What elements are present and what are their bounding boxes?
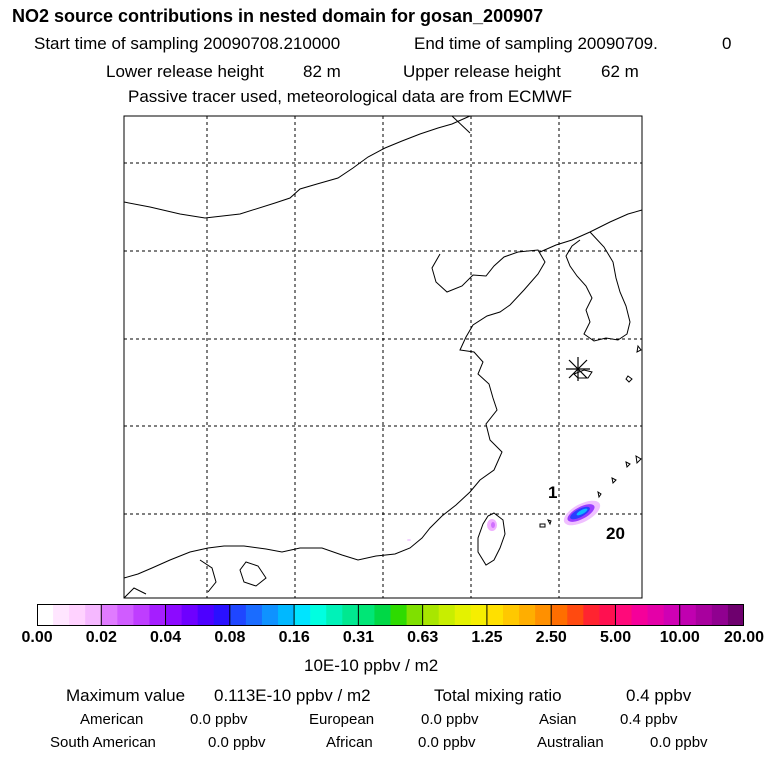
- region-name: European: [309, 711, 375, 728]
- colorbar-tick-label: 5.00: [599, 629, 632, 646]
- colorbar-swatch: [261, 604, 279, 626]
- region-value: 0.0 ppbv: [650, 734, 708, 751]
- coastlines: [123, 115, 643, 599]
- region-value: 0.0 ppbv: [421, 711, 479, 728]
- colorbar-swatch: [278, 604, 295, 626]
- colorbar-tick-label: 0.02: [85, 629, 117, 646]
- colorbar-swatch: [53, 604, 70, 626]
- plot-title: NO2 source contributions in nested domai…: [12, 6, 544, 26]
- region-name: American: [80, 711, 144, 728]
- colorbar-swatch: [615, 604, 633, 626]
- colorbar-swatch: [213, 604, 231, 626]
- colorbar-swatch: [181, 604, 199, 626]
- region-value: 0.0 ppbv: [418, 734, 476, 751]
- end-time-label: End time of sampling 20090709.: [414, 34, 658, 53]
- colorbar-swatch: [486, 604, 504, 626]
- colorbar-unit: 10E-10 ppbv / m2: [304, 656, 439, 675]
- colorbar-swatch: [663, 604, 681, 626]
- colorbar-swatch: [69, 604, 86, 626]
- colorbar-swatch: [406, 604, 424, 626]
- region-value: 0.0 ppbv: [190, 711, 248, 728]
- colorbar-swatch: [149, 604, 167, 626]
- colorbar-swatch: [229, 604, 247, 626]
- start-time: Start time of sampling 20090708.210000: [34, 34, 341, 53]
- region-name: Asian: [539, 711, 577, 728]
- colorbar-swatch: [599, 604, 617, 626]
- map-frame: [123, 115, 643, 599]
- colorbar-swatch: [85, 604, 102, 626]
- colorbar-swatch: [535, 604, 552, 626]
- colorbar-swatch: [197, 604, 215, 626]
- lower-release-label: Lower release height: [106, 62, 264, 81]
- max-value: 0.113E-10 ppbv / m2: [214, 686, 371, 705]
- colorbar-swatch: [438, 604, 456, 626]
- colorbar-swatch: [470, 604, 488, 626]
- colorbar-swatch: [631, 604, 649, 626]
- colorbar-swatch: [583, 604, 600, 626]
- region-name: African: [326, 734, 373, 751]
- annotation-1: 1: [548, 483, 557, 502]
- colorbar-tick-label: 0.31: [342, 629, 374, 646]
- colorbar-swatch: [502, 604, 520, 626]
- colorbar-swatch: [358, 604, 376, 626]
- colorbar-tick-label: 10.00: [659, 629, 700, 646]
- colorbar-swatch: [374, 604, 392, 626]
- colorbar-tick-label: 2.50: [535, 629, 567, 646]
- colorbar-swatch: [101, 604, 118, 626]
- taiwan-plume: [487, 519, 497, 531]
- colorbar-tick-label: 0.00: [21, 629, 53, 646]
- colorbar-swatch: [679, 604, 697, 626]
- colorbar-tick-label: 0.04: [150, 629, 182, 646]
- colorbar-swatch: [37, 604, 54, 626]
- annotation-20: 20: [606, 524, 625, 543]
- colorbar-swatch: [326, 604, 343, 626]
- max-value-label: Maximum value: [66, 686, 186, 705]
- colorbar-swatch: [117, 604, 135, 626]
- colorbar-swatch: [695, 604, 713, 626]
- colorbar-frame: [37, 604, 744, 626]
- colorbar-swatch: [551, 604, 568, 626]
- small-plume-dot: [407, 539, 411, 541]
- colorbar-swatch: [711, 604, 729, 626]
- colorbar-swatch: [294, 604, 311, 626]
- total-mixing-label: Total mixing ratio: [434, 686, 562, 705]
- colorbar-swatch: [454, 604, 472, 626]
- colorbar-swatch: [647, 604, 665, 626]
- colorbar-swatch: [310, 604, 327, 626]
- total-mixing-value: 0.4 ppbv: [626, 686, 692, 705]
- colorbar-swatch: [133, 604, 151, 626]
- colorbar-swatch: [342, 604, 359, 626]
- region-value: 0.0 ppbv: [208, 734, 266, 751]
- region-name: South American: [50, 734, 156, 751]
- colorbar-swatch: [727, 604, 745, 626]
- colorbar-tick-label: 0.08: [214, 629, 246, 646]
- colorbar-tick-label: 0.16: [278, 629, 310, 646]
- colorbar-tick-label: 1.25: [471, 629, 503, 646]
- lower-release-value: 82 m: [303, 62, 341, 81]
- colorbar-swatch: [390, 604, 408, 626]
- upper-release-value: 62 m: [601, 62, 639, 81]
- colorbar-tick-label: 0.63: [407, 629, 439, 646]
- map-gridlines: [124, 116, 642, 598]
- colorbar-swatch: [245, 604, 263, 626]
- colorbar-swatch: [165, 604, 183, 626]
- colorbar-swatch: [519, 604, 536, 626]
- concentration-plume: [563, 500, 601, 526]
- region-value: 0.4 ppbv: [620, 711, 678, 728]
- colorbar-swatches: [36, 604, 745, 626]
- region-name: Australian: [537, 734, 604, 751]
- upper-release-label: Upper release height: [403, 62, 561, 81]
- colorbar-tick-label: 20.00: [724, 629, 765, 646]
- receptor-star-icon: [566, 357, 590, 381]
- end-time-value: 0: [722, 34, 732, 53]
- colorbar-swatch: [422, 604, 440, 626]
- tracer-note: Passive tracer used, meteorological data…: [128, 87, 573, 106]
- colorbar: [36, 604, 745, 626]
- colorbar-swatch: [567, 604, 584, 626]
